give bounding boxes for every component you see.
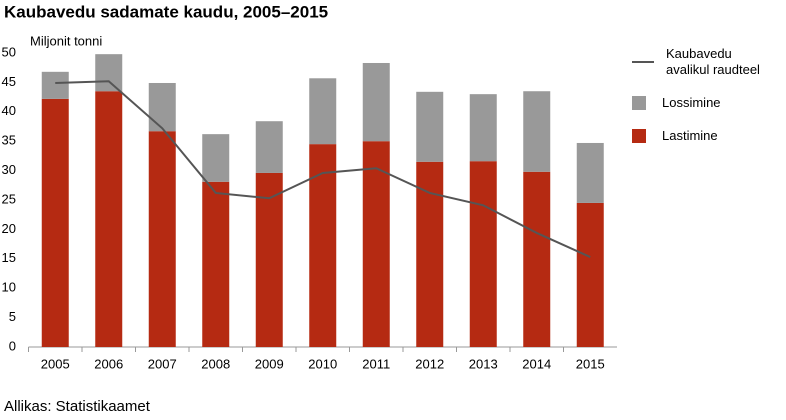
y-tick-label: 20 [2, 221, 16, 236]
bar [95, 54, 123, 92]
bar [362, 141, 390, 347]
bar [148, 131, 176, 347]
x-tick-label: 2006 [94, 356, 123, 371]
y-tick-label: 25 [2, 191, 16, 206]
source: Allikas: Statistikaamet [4, 398, 151, 415]
bar [309, 144, 337, 347]
x-tick-label: 2007 [148, 356, 177, 371]
x-tick-label: 2005 [41, 356, 70, 371]
y-tick-label: 0 [9, 338, 16, 353]
x-tick-label: 2011 [362, 356, 390, 371]
y-tick-label: 30 [2, 162, 16, 177]
bar [469, 94, 497, 162]
chart-title: Kaubavedu sadamate kaudu, 2005–2015 [4, 2, 328, 21]
y-axis-label: Miljonit tonni [30, 33, 102, 48]
bar [41, 71, 69, 99]
x-tick-label: 2010 [308, 356, 337, 371]
x-tick-label: 2013 [469, 356, 498, 371]
legend-swatch [632, 96, 646, 110]
x-tick-label: 2012 [415, 356, 444, 371]
bar [416, 91, 444, 162]
x-tick-label: 2015 [576, 356, 605, 371]
x-tick-label: 2008 [201, 356, 230, 371]
bar [469, 161, 497, 347]
bar [41, 98, 69, 347]
legend-label: Lastimine [662, 128, 718, 143]
y-tick-label: 50 [2, 44, 16, 59]
bar [309, 78, 337, 145]
y-tick-label: 35 [2, 133, 16, 148]
legend-label: Kaubavedu avalikul raudteel [666, 46, 760, 77]
legend-swatch [632, 61, 654, 63]
bar [576, 202, 604, 347]
x-tick-label: 2009 [255, 356, 284, 371]
bar [148, 82, 176, 132]
bar [202, 134, 230, 182]
y-tick-label: 15 [2, 250, 16, 265]
bar [523, 91, 551, 172]
x-tick-label: 2014 [522, 356, 551, 371]
legend: Kaubavedu avalikul raudteel Lossimine Last… [632, 46, 782, 161]
y-tick-label: 40 [2, 103, 16, 118]
bar [255, 172, 283, 347]
line [55, 80, 591, 258]
y-tick-label: 10 [2, 280, 16, 295]
y-tick-label: 45 [2, 74, 16, 89]
bar [95, 91, 123, 347]
bar [576, 142, 604, 203]
y-tick-label: 5 [9, 309, 16, 324]
legend-swatch [632, 129, 646, 143]
legend-item: Lossimine [632, 95, 782, 111]
bar [523, 171, 551, 347]
legend-item: Lastimine [632, 128, 782, 144]
bar [202, 181, 230, 347]
legend-label: Lossimine [662, 95, 721, 110]
legend-item: Kaubavedu avalikul raudteel [632, 46, 782, 78]
bar [255, 121, 283, 173]
bar [362, 62, 390, 142]
